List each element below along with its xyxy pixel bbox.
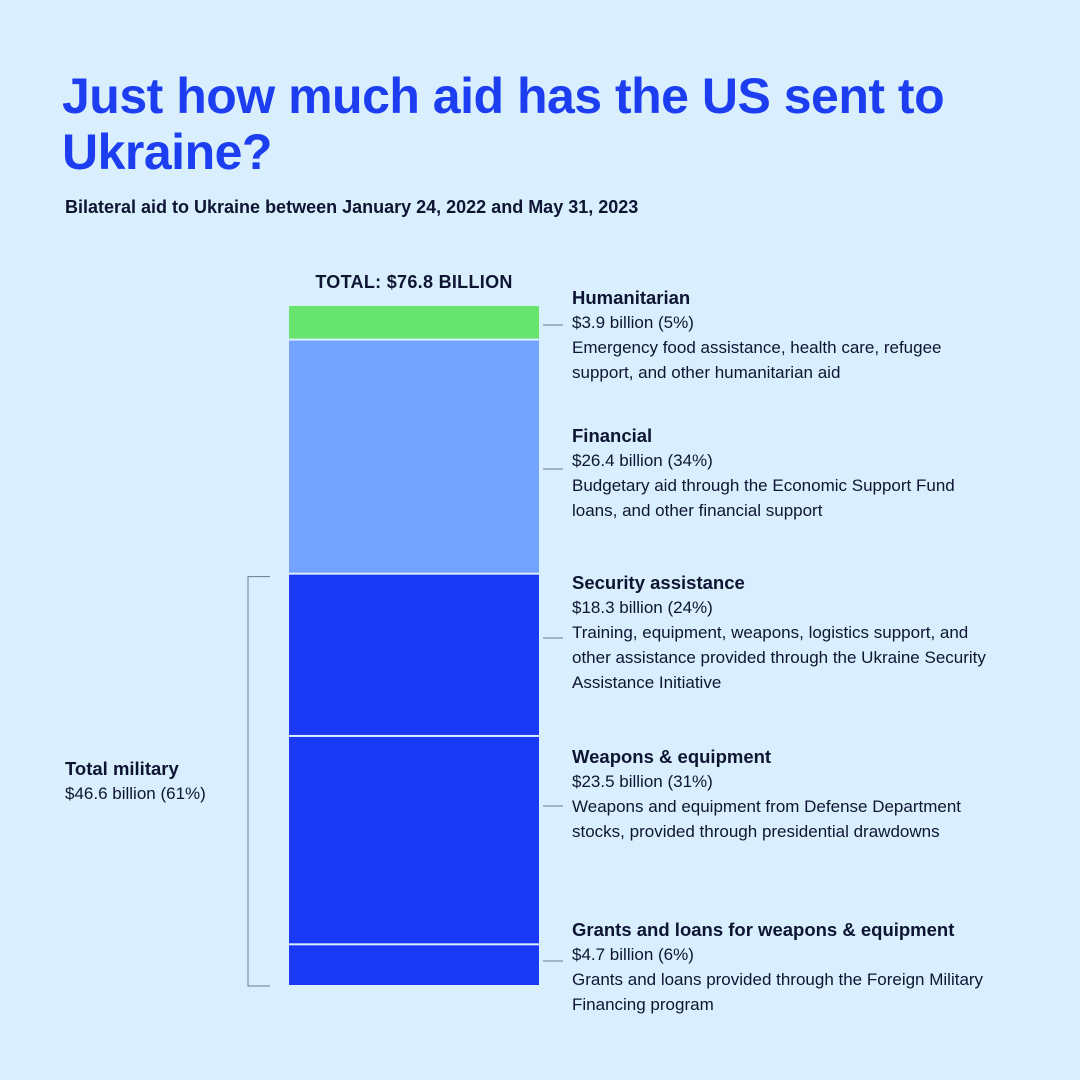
segment-name: Weapons & equipment [572, 746, 772, 767]
segment-name: Humanitarian [572, 287, 691, 308]
military-bracket [247, 576, 270, 987]
label-humanitarian: Humanitarian $3.9 billion (5%) Emergency… [572, 285, 992, 385]
segment-value: $18.3 billion (24%) [572, 598, 713, 617]
segment-desc: Weapons and equipment from Defense Depar… [572, 797, 962, 841]
segment-value: $3.9 billion (5%) [572, 313, 694, 332]
segment-desc: Emergency food assistance, health care, … [572, 338, 942, 382]
bar-weapons-equipment [289, 736, 539, 944]
segment-desc: Grants and loans provided through the Fo… [572, 970, 984, 1014]
bar-financial [289, 340, 539, 573]
segment-value: $26.4 billion (34%) [572, 451, 713, 470]
segment-name: Financial [572, 425, 653, 446]
segment-desc: Budgetary aid through the Economic Suppo… [572, 476, 955, 520]
bar-humanitarian [289, 306, 539, 339]
segment-value: $4.7 billion (6%) [572, 945, 694, 964]
total-label: TOTAL: $76.8 BILLION [315, 272, 513, 292]
military-value: $46.6 billion (61%) [65, 784, 206, 803]
bar-grants-loans [289, 945, 539, 985]
chart-subtitle: Bilateral aid to Ukraine between January… [65, 197, 639, 217]
label-security-assistance: Security assistance $18.3 billion (24%) … [572, 570, 992, 695]
segment-name: Security assistance [572, 572, 745, 593]
segment-name: Grants and loans for weapons & equipment [572, 919, 955, 940]
label-financial: Financial $26.4 billion (34%) Budgetary … [572, 423, 992, 523]
military-name: Total military [65, 758, 179, 779]
bar-security-assistance [289, 574, 539, 735]
segment-value: $23.5 billion (31%) [572, 772, 713, 791]
label-weapons-equipment: Weapons & equipment $23.5 billion (31%) … [572, 744, 992, 844]
segment-desc: Training, equipment, weapons, logistics … [572, 623, 986, 692]
label-grants-loans: Grants and loans for weapons & equipment… [572, 917, 992, 1017]
label-total-military: Total military $46.6 billion (61%) [65, 756, 206, 806]
chart-title: Just how much aid has the US sent to Ukr… [62, 68, 945, 180]
